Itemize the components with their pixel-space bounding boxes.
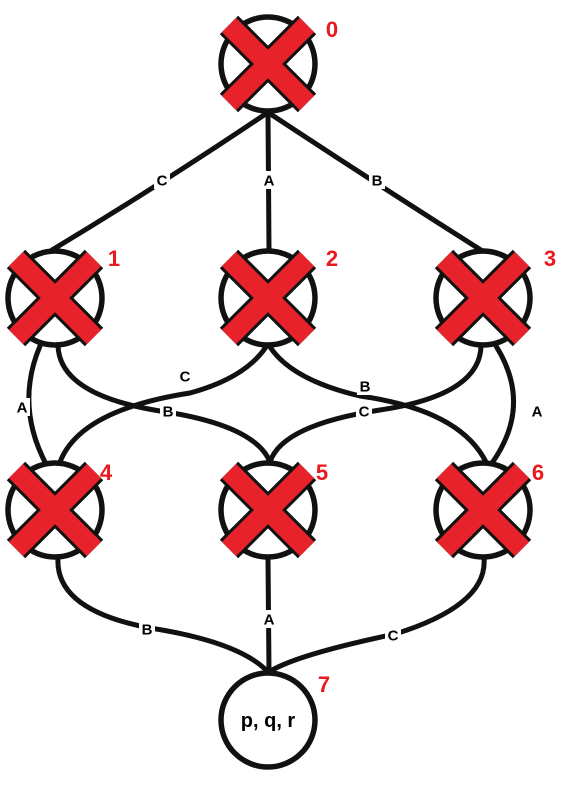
- edge-label-bg: [261, 610, 277, 628]
- edge-label-3-6: A: [529, 402, 545, 421]
- edge-label-bg: [154, 171, 170, 189]
- edge-label-4-7: B: [139, 620, 155, 639]
- red-cross-icon: [434, 249, 532, 347]
- edge-label-6-7: C: [385, 626, 401, 645]
- edge-label-bg: [177, 367, 193, 385]
- state-node-6: 6: [433, 460, 544, 560]
- node-number: 3: [544, 246, 556, 271]
- edge-3-5: [267, 343, 484, 465]
- node-number: 2: [326, 246, 338, 271]
- edge-3-6: [489, 343, 516, 466]
- nodes-layer: 0 1 2 3 4 5 6 p, q, r 7: [5, 14, 556, 770]
- edge-label-text: A: [264, 612, 275, 629]
- edge-label-text: C: [180, 369, 191, 386]
- red-cross-icon: [434, 461, 532, 559]
- red-cross-icon: [6, 249, 104, 347]
- edge-label-bg: [356, 402, 372, 420]
- edge-1-4: [26, 343, 49, 467]
- state-node-0: 0: [218, 14, 338, 114]
- state-node-7: p, q, r 7: [218, 670, 330, 770]
- edge-label-0-1: C: [154, 171, 170, 190]
- edge-label-bg: [369, 171, 385, 189]
- node-number: 1: [108, 246, 120, 271]
- red-cross-icon: [6, 461, 104, 559]
- edge-label-bg: [357, 377, 373, 395]
- edge-label-bg: [160, 402, 176, 420]
- edge-4-7: [55, 555, 271, 675]
- state-node-3: 3: [433, 246, 556, 348]
- node-circle: [218, 670, 318, 770]
- edge-label-1-5: B: [160, 402, 176, 421]
- edge-label-2-4: C: [177, 367, 193, 386]
- node-number: 7: [318, 672, 330, 697]
- edge-label-text: B: [360, 379, 371, 396]
- node-number: 5: [316, 460, 328, 485]
- edge-label-0-2: A: [261, 171, 277, 190]
- edge-label-text: C: [388, 628, 399, 645]
- edge-label-text: B: [163, 404, 174, 421]
- node-number: 6: [532, 460, 544, 485]
- edge-label-text: B: [142, 622, 153, 639]
- edge-label-text: A: [532, 404, 543, 421]
- edge-label-text: A: [17, 400, 28, 417]
- red-cross-icon: [219, 249, 317, 347]
- node-content-text: p, q, r: [241, 710, 296, 732]
- state-node-1: 1: [5, 246, 120, 348]
- edge-2-4: [57, 344, 269, 465]
- edge-label-3-5: C: [356, 402, 372, 421]
- edge-label-bg: [14, 398, 30, 416]
- edge-label-text: C: [359, 404, 370, 421]
- edge-label-text: A: [264, 173, 275, 190]
- edge-label-text: C: [157, 173, 168, 190]
- edge-label-0-3: B: [369, 171, 385, 190]
- edge-6-7: [266, 555, 487, 675]
- edge-label-5-7: A: [261, 610, 277, 629]
- edge-label-bg: [261, 171, 277, 189]
- node-number: 4: [100, 460, 113, 485]
- edges-layer: [26, 110, 516, 675]
- state-node-4: 4: [5, 460, 113, 560]
- node-number: 0: [326, 17, 338, 42]
- edge-label-2-6: B: [357, 377, 373, 396]
- red-cross-icon: [219, 15, 317, 113]
- red-cross-icon: [219, 461, 317, 559]
- state-node-2: 2: [218, 246, 338, 348]
- state-node-5: 5: [218, 460, 328, 560]
- edge-2-6: [267, 344, 489, 465]
- edge-label-bg: [529, 402, 545, 420]
- edge-label-bg: [385, 626, 401, 644]
- edge-label-1-4: A: [14, 398, 30, 417]
- edge-label-bg: [139, 620, 155, 638]
- edge-label-text: B: [372, 173, 383, 190]
